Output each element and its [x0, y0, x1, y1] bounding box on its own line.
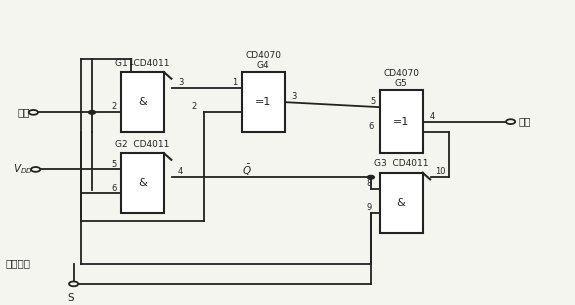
Text: &: & — [397, 198, 405, 208]
Circle shape — [29, 110, 38, 115]
Circle shape — [31, 167, 40, 172]
Text: =1: =1 — [255, 97, 271, 107]
Text: 4: 4 — [429, 112, 435, 121]
Text: &: & — [138, 178, 147, 188]
Text: 6: 6 — [369, 123, 374, 131]
Text: 3: 3 — [178, 78, 184, 88]
Text: 4: 4 — [177, 167, 183, 176]
Text: S: S — [67, 293, 74, 303]
Text: $\bar{Q}$: $\bar{Q}$ — [243, 163, 252, 178]
Text: CD4070: CD4070 — [383, 69, 419, 78]
Text: 8: 8 — [366, 179, 372, 188]
Circle shape — [367, 175, 374, 179]
Text: 2: 2 — [111, 102, 117, 111]
Circle shape — [89, 110, 95, 114]
Bar — [242, 72, 285, 132]
Text: =1: =1 — [393, 117, 409, 127]
Text: G5: G5 — [394, 79, 408, 88]
Text: 输入: 输入 — [18, 107, 30, 117]
Text: 输出: 输出 — [519, 117, 531, 127]
Text: $V_{DD}$: $V_{DD}$ — [13, 163, 33, 176]
Text: 2: 2 — [191, 102, 197, 111]
Bar — [380, 173, 423, 233]
Text: 5: 5 — [111, 160, 117, 169]
Text: 9: 9 — [366, 203, 372, 212]
Text: 5: 5 — [370, 97, 375, 106]
Bar — [121, 72, 164, 132]
Text: &: & — [138, 97, 147, 107]
Bar — [380, 90, 423, 153]
Text: 1: 1 — [232, 78, 237, 88]
Text: G4: G4 — [257, 61, 269, 70]
Text: CD4070: CD4070 — [245, 51, 281, 60]
Text: 6: 6 — [111, 184, 117, 192]
Bar — [121, 153, 164, 213]
Text: G2  CD4011: G2 CD4011 — [115, 140, 170, 149]
Text: 3: 3 — [291, 92, 297, 101]
Text: 10: 10 — [435, 167, 445, 176]
Circle shape — [69, 282, 78, 286]
Text: 极性选择: 极性选择 — [6, 258, 30, 268]
Text: G1  CD4011: G1 CD4011 — [115, 59, 170, 68]
Text: 1: 1 — [128, 58, 134, 67]
Text: G3  CD4011: G3 CD4011 — [374, 159, 428, 168]
Circle shape — [506, 119, 515, 124]
